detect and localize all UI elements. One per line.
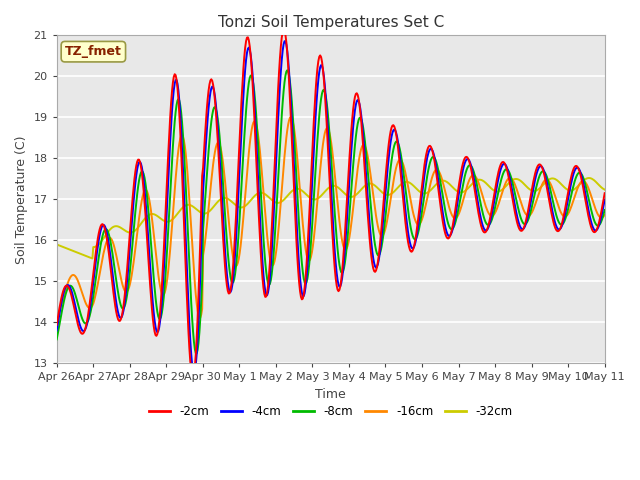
Legend: -2cm, -4cm, -8cm, -16cm, -32cm: -2cm, -4cm, -8cm, -16cm, -32cm <box>144 401 518 423</box>
Text: TZ_fmet: TZ_fmet <box>65 45 122 58</box>
X-axis label: Time: Time <box>316 388 346 401</box>
Y-axis label: Soil Temperature (C): Soil Temperature (C) <box>15 135 28 264</box>
Title: Tonzi Soil Temperatures Set C: Tonzi Soil Temperatures Set C <box>218 15 444 30</box>
